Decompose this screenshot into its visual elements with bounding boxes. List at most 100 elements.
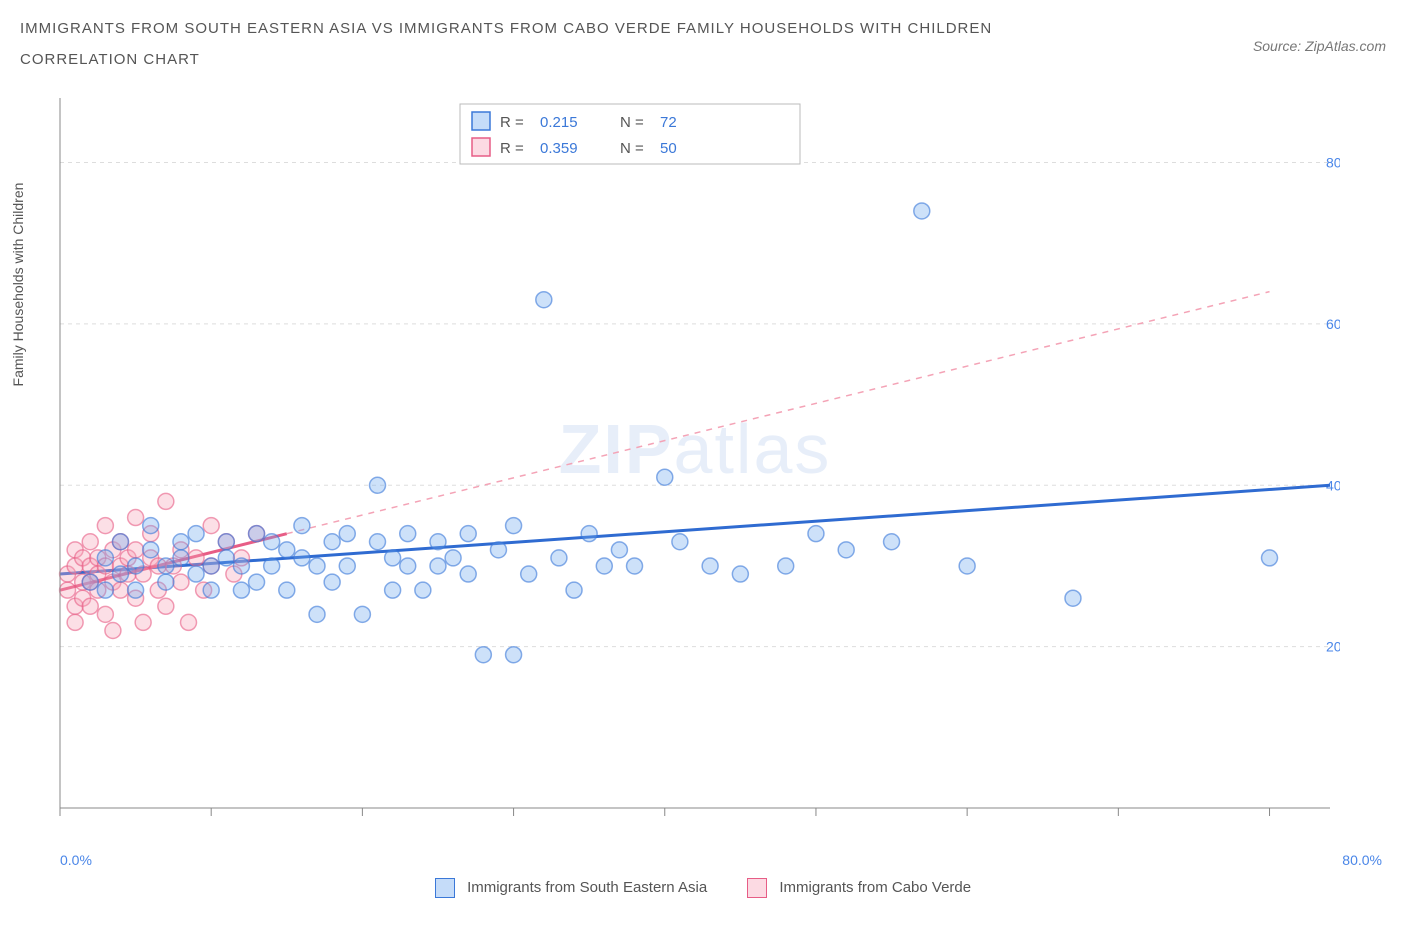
- data-point-blue: [82, 574, 98, 590]
- data-point-pink: [135, 614, 151, 630]
- data-point-blue: [158, 574, 174, 590]
- data-point-blue: [914, 203, 930, 219]
- data-point-blue: [112, 534, 128, 550]
- data-point-blue: [173, 550, 189, 566]
- data-point-blue: [627, 558, 643, 574]
- y-tick-label: 80.0%: [1326, 155, 1340, 171]
- legend-item-pink: Immigrants from Cabo Verde: [747, 878, 971, 898]
- legend-label-blue: Immigrants from South Eastern Asia: [467, 879, 707, 896]
- data-point-blue: [657, 469, 673, 485]
- data-point-blue: [702, 558, 718, 574]
- watermark: ZIPatlas: [559, 410, 832, 488]
- legend-item-blue: Immigrants from South Eastern Asia: [435, 878, 707, 898]
- legend-r-value-blue: 0.215: [540, 114, 578, 131]
- data-point-blue: [808, 526, 824, 542]
- data-point-pink: [60, 582, 76, 598]
- data-point-blue: [128, 582, 144, 598]
- data-point-blue: [521, 566, 537, 582]
- data-point-blue: [385, 582, 401, 598]
- data-point-pink: [82, 534, 98, 550]
- data-point-blue: [294, 518, 310, 534]
- data-point-blue: [339, 526, 355, 542]
- data-point-blue: [430, 558, 446, 574]
- data-point-blue: [339, 558, 355, 574]
- scatter-chart: 20.0%40.0%60.0%80.0%ZIPatlasR =0.215N =7…: [20, 88, 1340, 848]
- legend-label-pink: Immigrants from Cabo Verde: [779, 879, 971, 896]
- data-point-pink: [97, 518, 113, 534]
- data-point-blue: [218, 534, 234, 550]
- data-point-pink: [128, 542, 144, 558]
- data-point-blue: [173, 534, 189, 550]
- data-point-blue: [370, 534, 386, 550]
- data-point-blue: [611, 542, 627, 558]
- data-point-blue: [97, 550, 113, 566]
- x-axis-end-labels: 0.0% 80.0%: [20, 852, 1386, 868]
- data-point-blue: [249, 574, 265, 590]
- data-point-blue: [158, 558, 174, 574]
- source-attribution: Source: ZipAtlas.com: [1253, 20, 1386, 54]
- data-point-blue: [566, 582, 582, 598]
- data-point-blue: [400, 526, 416, 542]
- legend-swatch-blue-icon: [472, 112, 490, 130]
- data-point-blue: [506, 518, 522, 534]
- data-point-pink: [128, 510, 144, 526]
- title-block: IMMIGRANTS FROM SOUTH EASTERN ASIA VS IM…: [20, 20, 1253, 82]
- header: IMMIGRANTS FROM SOUTH EASTERN ASIA VS IM…: [20, 20, 1386, 82]
- data-point-blue: [218, 550, 234, 566]
- data-point-blue: [324, 534, 340, 550]
- legend-n-label: N =: [620, 114, 644, 131]
- data-point-blue: [128, 558, 144, 574]
- y-axis-label: Family Households with Children: [10, 183, 26, 387]
- data-point-pink: [112, 582, 128, 598]
- data-point-pink: [158, 598, 174, 614]
- data-point-blue: [264, 558, 280, 574]
- data-point-blue: [112, 566, 128, 582]
- legend-swatch-pink-icon: [472, 138, 490, 156]
- bottom-legend: Immigrants from South Eastern Asia Immig…: [20, 878, 1386, 898]
- data-point-blue: [884, 534, 900, 550]
- legend-n-value-blue: 72: [660, 114, 677, 131]
- data-point-pink: [173, 574, 189, 590]
- data-point-blue: [551, 550, 567, 566]
- data-point-blue: [475, 647, 491, 663]
- data-point-pink: [82, 598, 98, 614]
- data-point-blue: [279, 542, 295, 558]
- data-point-blue: [445, 550, 461, 566]
- data-point-pink: [67, 614, 83, 630]
- x-min-label: 0.0%: [60, 852, 92, 868]
- y-tick-label: 60.0%: [1326, 316, 1340, 332]
- data-point-blue: [959, 558, 975, 574]
- legend-n-value-pink: 50: [660, 140, 677, 157]
- data-point-blue: [249, 526, 265, 542]
- data-point-blue: [838, 542, 854, 558]
- data-point-blue: [264, 534, 280, 550]
- legend-swatch-pink-icon: [747, 878, 767, 898]
- data-point-pink: [188, 550, 204, 566]
- data-point-blue: [233, 558, 249, 574]
- data-point-blue: [309, 558, 325, 574]
- data-point-blue: [732, 566, 748, 582]
- data-point-blue: [581, 526, 597, 542]
- legend-r-label: R =: [500, 114, 524, 131]
- data-point-blue: [370, 477, 386, 493]
- data-point-blue: [188, 526, 204, 542]
- data-point-blue: [143, 542, 159, 558]
- data-point-pink: [181, 614, 197, 630]
- data-point-pink: [97, 606, 113, 622]
- data-point-blue: [188, 566, 204, 582]
- title-line-2: CORRELATION CHART: [20, 51, 1253, 68]
- legend-n-label: N =: [620, 140, 644, 157]
- trendline-pink-dashed: [287, 292, 1270, 534]
- data-point-blue: [143, 518, 159, 534]
- data-point-blue: [279, 582, 295, 598]
- data-point-blue: [506, 647, 522, 663]
- legend-r-label: R =: [500, 140, 524, 157]
- data-point-pink: [158, 493, 174, 509]
- data-point-blue: [1065, 590, 1081, 606]
- title-line-1: IMMIGRANTS FROM SOUTH EASTERN ASIA VS IM…: [20, 20, 1253, 37]
- data-point-blue: [460, 526, 476, 542]
- data-point-blue: [490, 542, 506, 558]
- data-point-pink: [203, 518, 219, 534]
- data-point-blue: [203, 582, 219, 598]
- chart-container: Family Households with Children 20.0%40.…: [20, 88, 1386, 848]
